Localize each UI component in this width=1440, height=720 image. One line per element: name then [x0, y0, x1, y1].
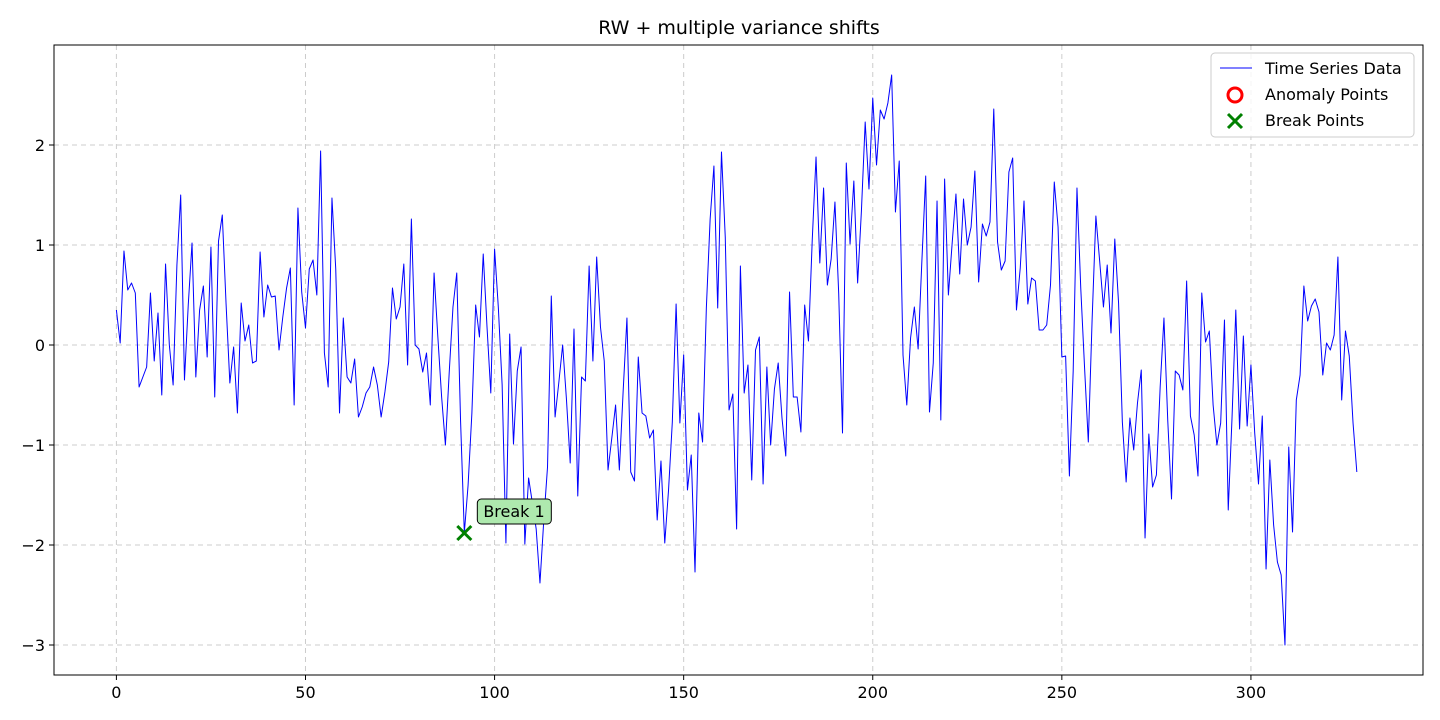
y-tick-label: 0: [35, 336, 45, 355]
annotation-box: [476, 498, 552, 525]
break-point-marker: [456, 524, 473, 542]
annotation-label: Break 1: [483, 502, 544, 521]
x-tick-label: 150: [668, 683, 699, 702]
x-tick-label: 300: [1236, 683, 1267, 702]
x-tick-label: 0: [111, 683, 121, 702]
y-tick-label: 2: [35, 136, 45, 155]
legend-anomaly-swatch: [1226, 86, 1244, 104]
break-annotation: Break 1: [476, 498, 552, 525]
annotations: Break 1: [476, 498, 552, 525]
legend-label-break: Break Points: [1265, 111, 1364, 130]
legend-label-anomaly: Anomaly Points: [1265, 85, 1388, 104]
y-tick-label: 1: [35, 236, 45, 255]
time-series-line: [115, 74, 1358, 646]
legend-label-series: Time Series Data: [1264, 59, 1402, 78]
chart-title: RW + multiple variance shifts: [598, 17, 880, 39]
legend-box: [1210, 52, 1415, 138]
x-tick-label: 100: [479, 683, 510, 702]
legend: Time Series Data Anomaly Points Break Po…: [1210, 52, 1415, 138]
legend-break-swatch: [1226, 112, 1244, 130]
y-tick-label: −1: [21, 436, 45, 455]
y-tick-label: −3: [21, 636, 45, 655]
break-points: [456, 524, 473, 542]
x-axis-ticks: 0 50 100 150 200 250 300: [111, 675, 1266, 702]
x-tick-label: 50: [295, 683, 315, 702]
y-tick-label: −2: [21, 536, 45, 555]
x-tick-label: 250: [1047, 683, 1078, 702]
y-axis-ticks: −3 −2 −1 0 1 2: [21, 136, 54, 655]
x-tick-label: 200: [857, 683, 888, 702]
plot-frame: [53, 44, 1424, 676]
